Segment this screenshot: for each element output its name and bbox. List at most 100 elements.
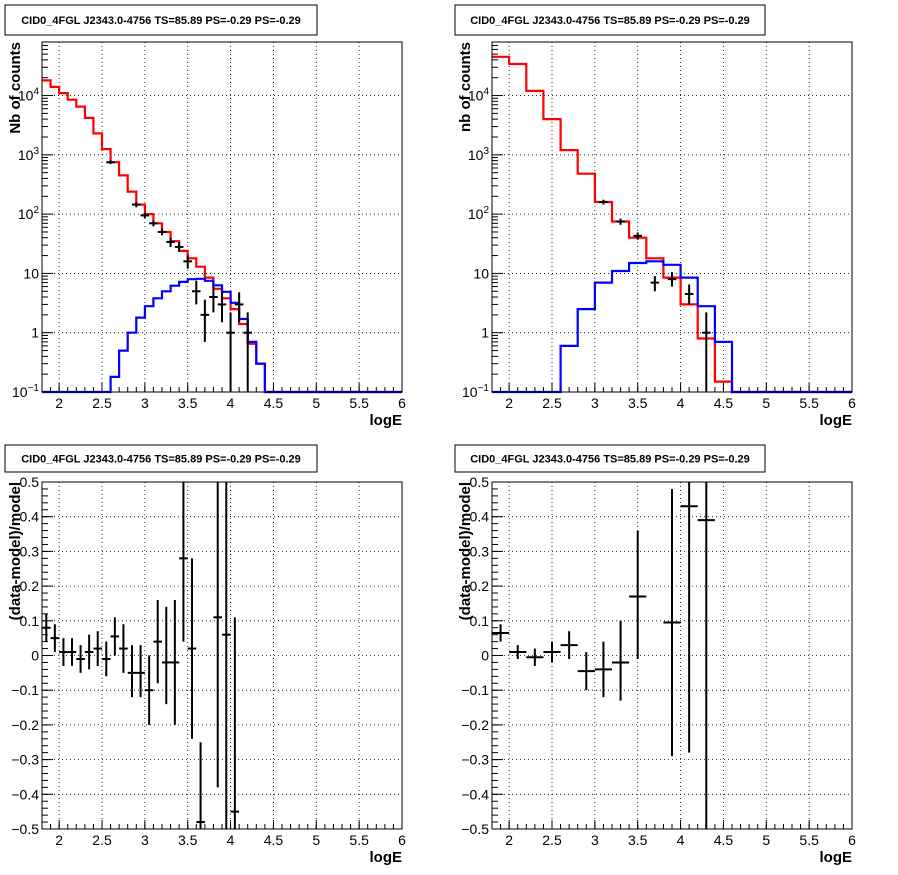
y-tick-label: −0.4: [11, 786, 39, 802]
x-tick-label: 5.5: [799, 832, 819, 848]
chart-title-box: [4, 4, 318, 36]
data-point: [680, 482, 698, 753]
chart-title: CID0_4FGL J2343.0-4756 TS=85.89 PS=-0.29…: [470, 454, 750, 466]
data-point: [153, 599, 162, 684]
y-tick-label: 10: [23, 265, 39, 281]
x-tick-label: 4: [677, 395, 685, 411]
y-tick-label: 103: [468, 146, 490, 163]
x-tick-label: 2.5: [542, 832, 562, 848]
data-point: [170, 599, 180, 725]
x-tick-label: 2: [505, 832, 513, 848]
data-point: [67, 638, 77, 666]
y-tick-label: −0.4: [461, 786, 489, 802]
x-axis-title: logE: [820, 849, 853, 866]
data-point: [213, 482, 222, 788]
data-point: [234, 292, 244, 323]
data-point: [192, 280, 201, 305]
x-tick-label: 3.5: [178, 832, 198, 848]
x-tick-label: 3.5: [178, 395, 198, 411]
y-tick-label: 0.4: [470, 509, 490, 525]
chart-panel-2: CID0_4FGL J2343.0-4756 TS=85.89 PS=-0.29…: [454, 4, 856, 429]
data-point: [650, 276, 660, 292]
y-tick-label: 0.3: [20, 543, 40, 559]
data-point: [136, 645, 145, 698]
x-tick-label: 5: [312, 395, 320, 411]
x-tick-label: 4: [227, 395, 235, 411]
chart-title-box: [454, 4, 766, 36]
model-histogram: [492, 55, 852, 394]
x-tick-label: 4.5: [264, 395, 284, 411]
data-point: [217, 292, 227, 323]
y-axis-title: (data-model)/model: [457, 482, 474, 620]
y-tick-label: 0.2: [20, 578, 40, 594]
chart-title: CID0_4FGL J2343.0-4756 TS=85.89 PS=-0.29…: [21, 454, 301, 466]
y-tick-label: 1: [31, 325, 39, 341]
y-tick-label: −0.2: [11, 717, 39, 733]
data-point: [84, 634, 94, 670]
data-point: [59, 638, 68, 666]
y-tick-label: 103: [18, 146, 40, 163]
data-point: [102, 641, 111, 677]
x-tick-label: 5: [312, 832, 320, 848]
x-tick-label: 6: [398, 395, 406, 411]
x-tick-label: 2.5: [92, 395, 112, 411]
y-tick-label: −0.3: [11, 752, 39, 768]
x-tick-label: 3: [591, 832, 599, 848]
x-tick-label: 6: [848, 395, 856, 411]
plot-frame: [41, 41, 403, 393]
chart-title-box: [454, 444, 766, 473]
x-tick-label: 4.5: [714, 832, 734, 848]
y-tick-label: 0: [481, 648, 489, 664]
data-point: [577, 652, 595, 691]
data-point: [200, 299, 210, 342]
model-histogram: [42, 79, 402, 394]
x-tick-label: 5: [762, 832, 770, 848]
data-point: [127, 645, 137, 698]
y-tick-label: 0.4: [20, 509, 40, 525]
data-point: [594, 641, 612, 698]
data-point: [663, 488, 681, 757]
x-tick-label: 2: [55, 395, 63, 411]
x-tick-label: 4: [677, 832, 685, 848]
y-axis-title: nb of counts: [457, 42, 474, 132]
y-axis-title: Nb of counts: [7, 42, 24, 134]
x-tick-label: 5.5: [799, 395, 819, 411]
data-point: [183, 255, 192, 269]
y-tick-label: −0.3: [461, 752, 489, 768]
x-tick-label: 2.5: [92, 832, 112, 848]
y-tick-label: −0.5: [11, 821, 39, 837]
data-point: [612, 620, 630, 701]
x-tick-label: 3: [141, 832, 149, 848]
y-tick-label: −0.5: [461, 821, 489, 837]
y-tick-label: 0.1: [470, 613, 490, 629]
x-tick-label: 5.5: [349, 395, 369, 411]
x-tick-label: 6: [848, 832, 856, 848]
data-point: [684, 284, 694, 305]
data-point: [149, 220, 158, 227]
data-point: [162, 606, 171, 705]
data-point: [230, 617, 240, 829]
data-point: [132, 202, 141, 208]
y-tick-label: 0.1: [20, 613, 40, 629]
y-tick-label: 0.5: [470, 474, 490, 490]
data-point: [119, 624, 128, 673]
data-point: [492, 624, 510, 642]
y-tick-label: 102: [18, 205, 40, 222]
data-point: [509, 645, 527, 659]
x-axis-title: logE: [370, 849, 403, 866]
y-tick-label: 104: [468, 87, 490, 104]
data-point: [196, 742, 205, 829]
x-tick-label: 6: [398, 832, 406, 848]
x-tick-label: 5.5: [349, 832, 369, 848]
data-point: [106, 160, 115, 165]
y-tick-label: 1: [481, 325, 489, 341]
x-tick-label: 3.5: [628, 395, 648, 411]
x-tick-label: 5: [762, 395, 770, 411]
x-tick-label: 3: [591, 395, 599, 411]
x-tick-label: 2.5: [542, 395, 562, 411]
data-point: [599, 199, 608, 205]
data-point: [560, 631, 578, 659]
y-tick-label: 0.3: [470, 543, 490, 559]
data-point: [667, 272, 677, 287]
